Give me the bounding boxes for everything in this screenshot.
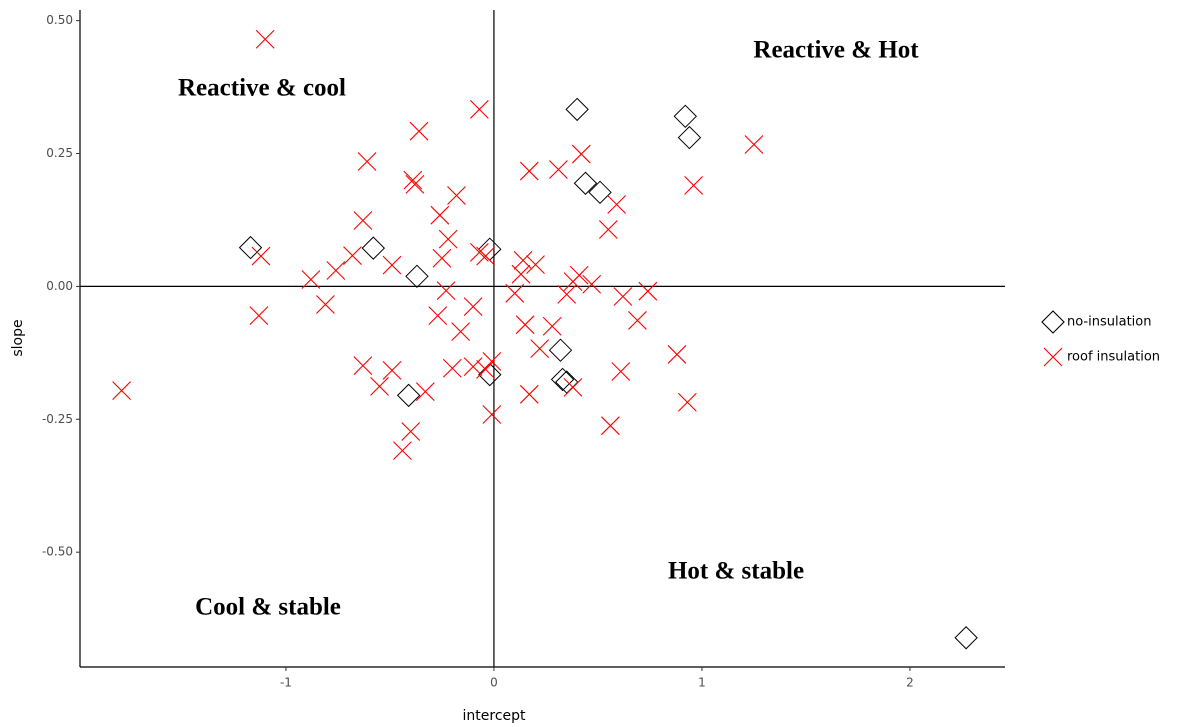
point <box>403 170 423 190</box>
point <box>673 104 698 129</box>
point <box>476 246 495 266</box>
point <box>563 272 583 292</box>
point <box>478 362 502 387</box>
point <box>677 392 697 412</box>
point <box>601 416 620 436</box>
point <box>301 270 321 289</box>
point <box>405 264 429 289</box>
point <box>415 382 435 402</box>
point <box>401 422 421 441</box>
point <box>463 297 483 316</box>
point <box>463 357 483 377</box>
point <box>405 174 425 194</box>
x-tick-label: 1 <box>698 676 706 690</box>
point <box>513 250 533 270</box>
y-tick-label: 0.50 <box>46 13 73 27</box>
point <box>542 316 562 336</box>
point <box>515 315 535 335</box>
point <box>353 356 373 375</box>
point <box>451 322 471 341</box>
point <box>588 180 612 205</box>
annotation: Cool & stable <box>195 594 341 621</box>
annotation: Reactive & cool <box>178 75 346 102</box>
x-tick-label: 0 <box>490 676 498 690</box>
point <box>447 186 466 205</box>
point <box>526 255 545 275</box>
point <box>251 246 271 266</box>
point <box>530 339 550 358</box>
point <box>550 367 575 392</box>
point <box>598 220 618 239</box>
point <box>382 255 402 275</box>
point <box>357 152 377 171</box>
point <box>519 384 539 404</box>
point <box>238 235 263 260</box>
point <box>482 351 502 371</box>
point <box>563 378 583 397</box>
point <box>549 160 568 179</box>
annotation: Hot & stable <box>668 558 804 585</box>
point <box>628 311 647 330</box>
x-axis-title: intercept <box>463 708 527 724</box>
point <box>428 306 448 326</box>
point <box>573 171 598 195</box>
point <box>255 29 275 49</box>
point <box>557 284 577 304</box>
point <box>393 441 412 461</box>
point <box>370 376 389 396</box>
y-axis-title: slope <box>10 319 26 356</box>
y-tick-label: 0.25 <box>46 146 73 160</box>
point <box>469 100 489 119</box>
legend-marker <box>1041 310 1065 334</box>
point <box>249 306 269 326</box>
legend-marker <box>1043 347 1063 367</box>
point <box>409 121 429 141</box>
point <box>565 97 589 122</box>
point <box>382 361 402 380</box>
point <box>438 229 458 249</box>
legend-label: roof insulation <box>1067 350 1160 365</box>
point <box>353 211 373 230</box>
point <box>326 261 346 280</box>
point <box>396 383 421 408</box>
point <box>482 405 502 424</box>
point <box>442 358 462 378</box>
point <box>511 264 531 284</box>
x-tick-label: 2 <box>906 676 914 690</box>
point <box>505 283 525 303</box>
point <box>954 626 978 650</box>
y-tick-label: -0.25 <box>42 412 73 426</box>
point <box>677 125 702 150</box>
point <box>469 242 489 262</box>
point <box>571 144 591 164</box>
point <box>430 205 450 225</box>
legend-label: no-insulation <box>1067 315 1151 330</box>
point <box>613 287 633 306</box>
y-tick-label: -0.50 <box>42 545 73 559</box>
point <box>548 338 573 362</box>
y-tick-label: 0.00 <box>46 279 73 293</box>
point <box>611 362 631 381</box>
point <box>684 176 704 195</box>
x-tick-label: -1 <box>280 676 292 690</box>
annotation: Reactive & Hot <box>753 37 919 64</box>
point <box>316 295 335 314</box>
point <box>112 381 131 400</box>
point <box>638 281 658 301</box>
point <box>519 161 539 181</box>
point <box>436 281 456 301</box>
point <box>343 246 362 265</box>
point <box>476 359 495 379</box>
point <box>555 370 579 394</box>
point <box>582 274 602 294</box>
point <box>361 236 385 260</box>
point <box>744 135 764 154</box>
point <box>607 195 627 214</box>
point <box>667 345 687 364</box>
point <box>432 248 452 268</box>
